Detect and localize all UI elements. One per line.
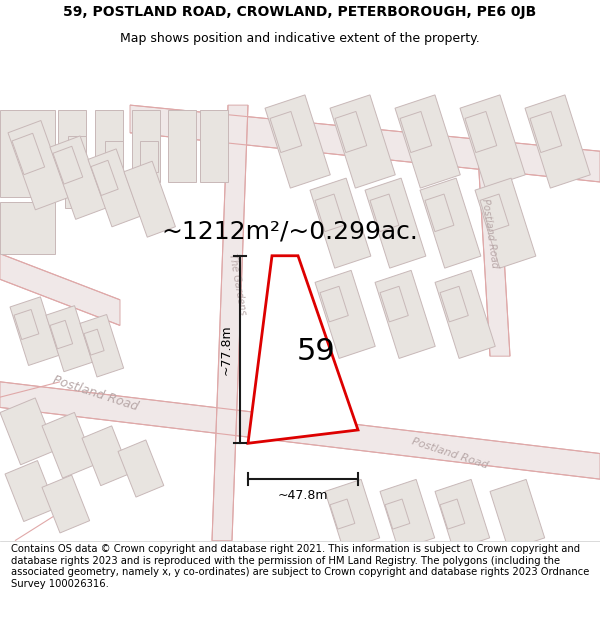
Polygon shape bbox=[270, 111, 302, 152]
Polygon shape bbox=[118, 440, 164, 497]
Polygon shape bbox=[475, 178, 536, 268]
Polygon shape bbox=[330, 499, 355, 529]
Polygon shape bbox=[0, 382, 600, 479]
Polygon shape bbox=[440, 286, 468, 322]
Text: Map shows position and indicative extent of the property.: Map shows position and indicative extent… bbox=[120, 31, 480, 44]
Polygon shape bbox=[53, 146, 83, 184]
Polygon shape bbox=[525, 95, 590, 188]
Polygon shape bbox=[460, 95, 525, 188]
Polygon shape bbox=[95, 110, 123, 182]
Polygon shape bbox=[425, 194, 454, 232]
Polygon shape bbox=[435, 479, 490, 550]
Polygon shape bbox=[132, 110, 160, 182]
Text: ~1212m²/~0.299ac.: ~1212m²/~0.299ac. bbox=[161, 219, 418, 243]
Polygon shape bbox=[50, 321, 73, 349]
Polygon shape bbox=[0, 398, 56, 465]
Polygon shape bbox=[105, 141, 123, 172]
Polygon shape bbox=[200, 110, 228, 182]
Polygon shape bbox=[88, 149, 140, 227]
Polygon shape bbox=[530, 111, 562, 152]
Polygon shape bbox=[65, 187, 80, 208]
Polygon shape bbox=[5, 461, 56, 521]
Polygon shape bbox=[465, 111, 497, 152]
Polygon shape bbox=[435, 271, 495, 358]
Polygon shape bbox=[330, 95, 395, 188]
Polygon shape bbox=[385, 499, 410, 529]
Polygon shape bbox=[58, 110, 86, 182]
Polygon shape bbox=[248, 256, 358, 443]
Text: Postland Road: Postland Road bbox=[410, 436, 490, 471]
Text: 59: 59 bbox=[296, 337, 335, 366]
Polygon shape bbox=[370, 194, 399, 232]
Text: 59, POSTLAND ROAD, CROWLAND, PETERBOROUGH, PE6 0JB: 59, POSTLAND ROAD, CROWLAND, PETERBOROUG… bbox=[64, 5, 536, 19]
Polygon shape bbox=[68, 136, 86, 167]
Polygon shape bbox=[0, 110, 55, 198]
Polygon shape bbox=[82, 426, 130, 486]
Polygon shape bbox=[130, 105, 600, 182]
Polygon shape bbox=[365, 178, 426, 268]
Polygon shape bbox=[320, 286, 348, 322]
Polygon shape bbox=[12, 133, 44, 174]
Polygon shape bbox=[395, 95, 460, 188]
Polygon shape bbox=[315, 194, 344, 232]
Text: The Gardens: The Gardens bbox=[227, 253, 247, 316]
Polygon shape bbox=[490, 479, 545, 550]
Polygon shape bbox=[475, 105, 510, 356]
Text: ~77.8m: ~77.8m bbox=[220, 324, 233, 375]
Polygon shape bbox=[420, 178, 481, 268]
Polygon shape bbox=[375, 271, 435, 358]
Polygon shape bbox=[42, 475, 89, 533]
Polygon shape bbox=[8, 121, 68, 210]
Polygon shape bbox=[335, 111, 367, 152]
Polygon shape bbox=[140, 141, 158, 172]
Text: ~47.8m: ~47.8m bbox=[278, 489, 328, 502]
Polygon shape bbox=[46, 306, 92, 372]
Polygon shape bbox=[0, 202, 55, 254]
Text: Postland Road: Postland Road bbox=[50, 373, 139, 413]
Polygon shape bbox=[80, 314, 124, 377]
Polygon shape bbox=[212, 105, 248, 541]
Polygon shape bbox=[440, 499, 465, 529]
Text: Postland Road: Postland Road bbox=[480, 198, 500, 269]
Polygon shape bbox=[168, 110, 196, 182]
Polygon shape bbox=[14, 309, 39, 339]
Polygon shape bbox=[91, 160, 118, 196]
Polygon shape bbox=[50, 136, 106, 219]
Polygon shape bbox=[10, 297, 59, 366]
Polygon shape bbox=[0, 254, 120, 326]
Polygon shape bbox=[380, 286, 408, 322]
Polygon shape bbox=[315, 271, 375, 358]
Polygon shape bbox=[84, 329, 104, 355]
Polygon shape bbox=[400, 111, 432, 152]
Polygon shape bbox=[265, 95, 330, 188]
Polygon shape bbox=[380, 479, 434, 550]
Polygon shape bbox=[325, 479, 380, 550]
Polygon shape bbox=[124, 161, 175, 238]
Polygon shape bbox=[310, 178, 371, 268]
Polygon shape bbox=[480, 194, 509, 232]
Polygon shape bbox=[42, 412, 95, 478]
Text: Contains OS data © Crown copyright and database right 2021. This information is : Contains OS data © Crown copyright and d… bbox=[11, 544, 589, 589]
